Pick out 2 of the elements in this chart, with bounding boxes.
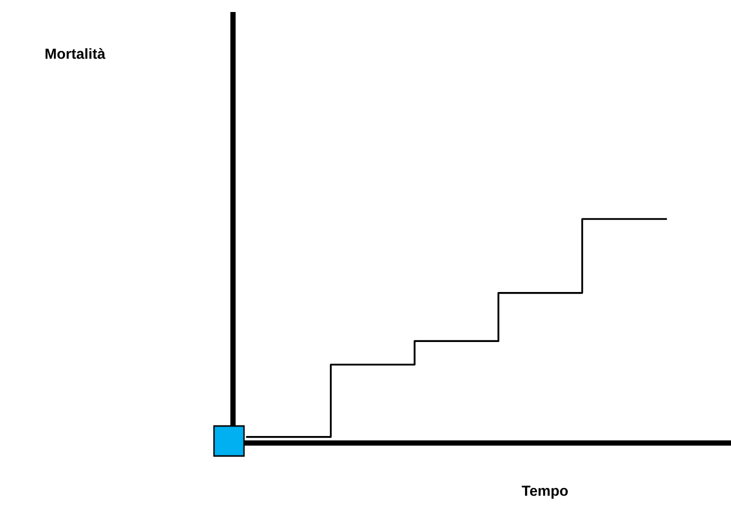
x-axis-title: Tempo xyxy=(522,486,568,499)
text: Mortalità xyxy=(46,48,106,59)
